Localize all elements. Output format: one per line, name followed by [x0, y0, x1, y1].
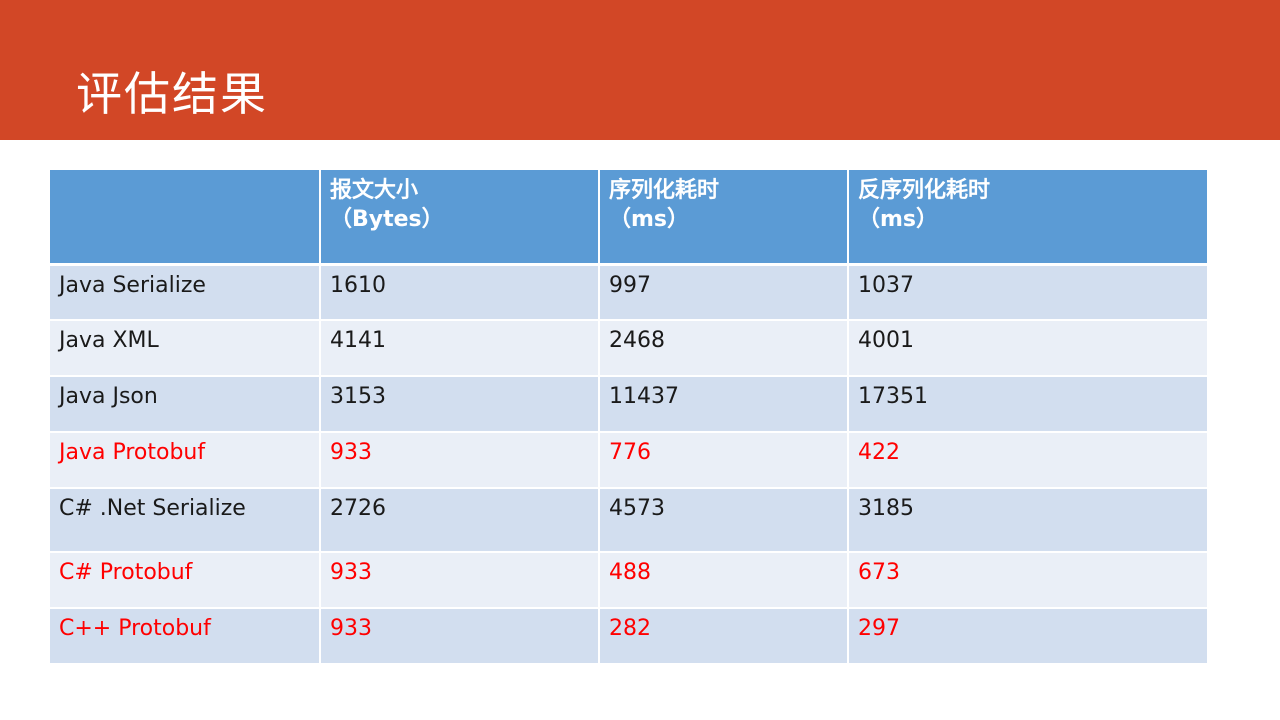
header-deserialize-label: 反序列化耗时 — [858, 178, 991, 203]
table-row: Java Json 3153 11437 17351 — [48, 375, 1209, 433]
serialize-time-cell: 4573 — [598, 487, 849, 553]
header-cell-message-size: 报文大小 （Bytes） — [319, 168, 600, 266]
size-cell: 2726 — [319, 487, 600, 553]
row-label-cell: C# Protobuf — [48, 551, 321, 609]
row-label-cell: Java Serialize — [48, 263, 321, 321]
serialize-time-cell: 2468 — [598, 319, 849, 377]
table-row: Java XML 4141 2468 4001 — [48, 319, 1209, 377]
size-cell: 1610 — [319, 263, 600, 321]
deserialize-time-cell: 422 — [847, 431, 1209, 489]
table-row: C# .Net Serialize 2726 4573 3185 — [48, 487, 1209, 553]
title-bar — [0, 0, 1280, 140]
size-cell: 933 — [319, 607, 600, 665]
results-table: 报文大小 （Bytes） 序列化耗时 （ms） 反序列化耗时 （ms） Java… — [48, 168, 1209, 665]
serialize-time-cell: 11437 — [598, 375, 849, 433]
table-row: Java Serialize 1610 997 1037 — [48, 263, 1209, 321]
table-row-highlighted: Java Protobuf 933 776 422 — [48, 431, 1209, 489]
header-serialize-unit: （ms） — [609, 207, 690, 232]
row-label-cell: C++ Protobuf — [48, 607, 321, 665]
table-header-row: 报文大小 （Bytes） 序列化耗时 （ms） 反序列化耗时 （ms） — [48, 168, 1209, 266]
deserialize-time-cell: 1037 — [847, 263, 1209, 321]
slide-title: 评估结果 — [76, 67, 268, 121]
serialize-time-cell: 282 — [598, 607, 849, 665]
deserialize-time-cell: 3185 — [847, 487, 1209, 553]
size-cell: 3153 — [319, 375, 600, 433]
row-label-cell: Java XML — [48, 319, 321, 377]
header-cell-deserialize-time: 反序列化耗时 （ms） — [847, 168, 1209, 266]
row-label-cell: Java Protobuf — [48, 431, 321, 489]
row-label-cell: C# .Net Serialize — [48, 487, 321, 553]
header-deserialize-unit: （ms） — [858, 207, 939, 232]
size-cell: 933 — [319, 431, 600, 489]
serialize-time-cell: 997 — [598, 263, 849, 321]
table-row-highlighted: C++ Protobuf 933 282 297 — [48, 607, 1209, 665]
header-serialize-label: 序列化耗时 — [609, 178, 720, 203]
deserialize-time-cell: 673 — [847, 551, 1209, 609]
header-size-unit: （Bytes） — [330, 207, 444, 232]
deserialize-time-cell: 4001 — [847, 319, 1209, 377]
header-cell-empty — [48, 168, 321, 266]
size-cell: 933 — [319, 551, 600, 609]
serialize-time-cell: 488 — [598, 551, 849, 609]
header-size-label: 报文大小 — [330, 178, 419, 203]
header-cell-serialize-time: 序列化耗时 （ms） — [598, 168, 849, 266]
table-row-highlighted: C# Protobuf 933 488 673 — [48, 551, 1209, 609]
deserialize-time-cell: 297 — [847, 607, 1209, 665]
deserialize-time-cell: 17351 — [847, 375, 1209, 433]
serialize-time-cell: 776 — [598, 431, 849, 489]
size-cell: 4141 — [319, 319, 600, 377]
row-label-cell: Java Json — [48, 375, 321, 433]
